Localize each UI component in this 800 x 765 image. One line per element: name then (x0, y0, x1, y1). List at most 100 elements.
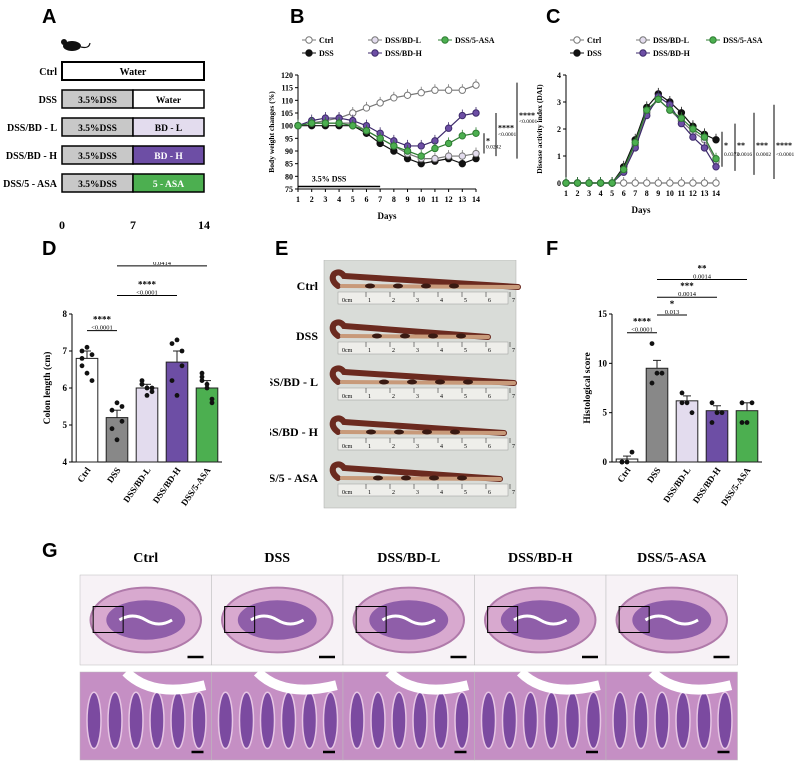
schedule-row-label: DSS (39, 95, 58, 106)
colon-tissue-body (340, 334, 490, 339)
bar-dss-bd-l (675, 400, 699, 463)
panel-a-schedule: Ctrl Water DSS 3.5%DSS Water DSS/BD - L 3.5%DS… (3, 39, 210, 232)
crypt (433, 691, 449, 750)
data-point (144, 393, 150, 398)
schedule-segment-label: BD - H (154, 152, 183, 162)
y-tick-label: 4 (557, 71, 561, 80)
ruler-unit-label: 0cm (342, 394, 353, 400)
data-point (89, 378, 95, 383)
data-point (624, 459, 630, 465)
data-point (321, 119, 330, 127)
legend-marker (371, 49, 379, 57)
crypt (522, 691, 539, 750)
schedule-row-label: DSS/5 - ASA (3, 179, 58, 190)
x-tick-label: 3 (323, 195, 327, 204)
ruler-number: 1 (368, 490, 371, 496)
histology-column-label: DSS/BD-L (377, 551, 440, 566)
zoom-region-box (618, 606, 650, 633)
crypt (370, 691, 386, 750)
data-point (689, 410, 695, 416)
ruler-number: 5 (464, 298, 467, 304)
zoom-lumen (648, 668, 733, 695)
crypt (170, 691, 186, 750)
x-tick-label: DSS/BD-L (121, 465, 152, 504)
schedule-segment-label: Water (120, 67, 147, 78)
data-point (631, 179, 639, 187)
schedule-row-label: Ctrl (39, 67, 57, 78)
x-tick-label: 5 (351, 195, 355, 204)
x-tick-label: 4 (337, 195, 341, 204)
data-point (643, 179, 651, 187)
legend-label: Ctrl (587, 36, 602, 45)
colon-content (422, 429, 432, 435)
data-point (390, 94, 398, 102)
data-point (739, 420, 745, 425)
crypt (238, 691, 255, 750)
data-point (472, 129, 480, 137)
y-tick-label: 80 (285, 172, 293, 181)
data-point (712, 163, 720, 171)
legend-marker (573, 36, 581, 44)
crypt (675, 691, 691, 750)
crypt (564, 691, 581, 750)
data-point (684, 400, 690, 406)
ruler-number: 4 (440, 490, 443, 496)
ruler-number: 6 (488, 298, 491, 304)
y-tick-label: 120 (281, 71, 293, 80)
data-point (79, 348, 85, 354)
panel-letter-a: A (42, 6, 57, 28)
schedule-water-box (61, 61, 205, 81)
data-point (444, 152, 453, 160)
x-tick-label: 5 (610, 189, 614, 198)
colon-content (429, 475, 439, 481)
bar-dss (645, 367, 669, 463)
y-axis-title: Disease activity index (DAI) (535, 84, 544, 174)
schedule-segment-label: 3.5%DSS (78, 152, 117, 162)
y-tick-label: 105 (281, 109, 293, 118)
ruler (337, 437, 509, 451)
schedule-treatment-box (132, 173, 205, 193)
mouse-icon (61, 39, 91, 51)
data-point (596, 179, 605, 187)
schedule-tick-7: 7 (130, 218, 136, 232)
y-tick-label: 110 (281, 96, 293, 105)
colon-row-label: DSS/5 - ASA (270, 471, 318, 485)
colon-tissue (329, 269, 521, 290)
x-tick-label: 12 (445, 195, 453, 204)
legend-label: DSS (587, 49, 602, 58)
colon-row-label: Ctrl (297, 279, 319, 293)
data-point (714, 410, 720, 416)
x-tick-label: DSS/5-ASA (179, 465, 213, 508)
data-point (84, 370, 90, 376)
x-tick-label: 9 (656, 189, 660, 198)
y-tick-label: 7 (63, 346, 68, 356)
data-point (458, 111, 467, 120)
panel-letter-e: E (275, 238, 289, 260)
y-tick-label: 5 (63, 420, 68, 430)
data-point (654, 179, 663, 187)
panel-letter-d: D (42, 238, 57, 260)
data-point (417, 142, 425, 150)
data-point (209, 396, 215, 402)
y-tick-label: 15 (598, 309, 608, 319)
data-point (307, 119, 316, 127)
ruler-unit-label: 0cm (342, 298, 353, 304)
legend-marker (305, 49, 313, 57)
stat-stars: **** (633, 317, 652, 327)
colon-lumen (381, 614, 436, 626)
colon-row-label: DSS/BD - H (270, 425, 319, 439)
ruler-number: 5 (464, 348, 467, 354)
colon-tissue-body (340, 476, 502, 481)
data-point (149, 389, 155, 395)
ruler-unit-label: 0cm (342, 490, 353, 496)
stat-stars: **** (519, 111, 535, 120)
panel-letter-c: C (546, 6, 561, 28)
legend-marker (573, 49, 581, 57)
panel-g-histology-images: Ctrl DSS DSS/BD-L DSS/BD-H DSS/5-ASA (79, 551, 738, 761)
ruler-unit-label: 0cm (342, 444, 353, 450)
stat-p-value: 0.0414 (153, 262, 172, 267)
ruler (337, 387, 509, 401)
legend-marker (305, 36, 313, 44)
y-tick-label: 2 (557, 125, 561, 134)
